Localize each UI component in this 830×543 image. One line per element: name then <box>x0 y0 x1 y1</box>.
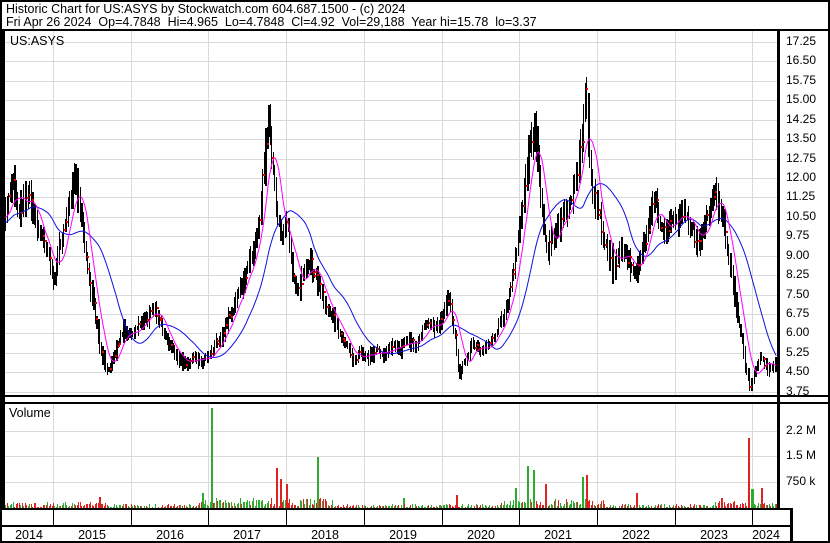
price-axis-label: 7.50 <box>786 287 810 301</box>
price-axis-label: 14.25 <box>786 112 817 126</box>
price-axis-label: 5.25 <box>786 345 810 359</box>
year-label: 2021 <box>544 528 572 542</box>
year-label: 2020 <box>467 528 495 542</box>
price-axis-label: 13.50 <box>786 131 817 145</box>
symbol-label: US:ASYS <box>10 34 65 48</box>
year-label: 2019 <box>389 528 417 542</box>
price-axis-label: 10.50 <box>786 209 817 223</box>
volume-panel-label: Volume <box>9 406 51 420</box>
volume-axis-label: 1.5 M <box>786 448 817 462</box>
price-axis-label: 17.25 <box>786 34 817 48</box>
year-label: 2022 <box>622 528 650 542</box>
year-label: 2015 <box>78 528 106 542</box>
year-label: 2017 <box>233 528 261 542</box>
price-axis-label: 9.00 <box>786 248 810 262</box>
price-axis-label: 12.00 <box>786 170 817 184</box>
price-axis-label: 6.75 <box>786 306 810 320</box>
price-axis-label: 12.75 <box>786 151 817 165</box>
price-axis-label: 4.50 <box>786 364 810 378</box>
quote-summary-line: Fri Apr 26 2024 Op=4.7848 Hi=4.965 Lo=4.… <box>6 15 537 29</box>
year-label: 2018 <box>311 528 339 542</box>
year-label: 2024 <box>752 528 780 542</box>
year-label: 2023 <box>700 528 728 542</box>
price-axis-label: 8.25 <box>786 267 810 281</box>
chart-title: Historic Chart for US:ASYS by Stockwatch… <box>6 2 406 16</box>
year-label: 2016 <box>156 528 184 542</box>
price-axis-label: 11.25 <box>786 189 816 203</box>
volume-axis-label: 750 k <box>786 474 816 488</box>
price-axis-label: 15.00 <box>786 92 817 106</box>
price-axis-label: 16.50 <box>786 53 817 67</box>
year-label: 2014 <box>15 528 43 542</box>
price-axis-label: 6.00 <box>786 325 810 339</box>
price-axis-label: 15.75 <box>786 73 817 87</box>
volume-axis-label: 2.2 M <box>786 423 817 437</box>
price-axis-label: 3.75 <box>786 384 810 398</box>
price-axis-label: 9.75 <box>786 228 810 242</box>
